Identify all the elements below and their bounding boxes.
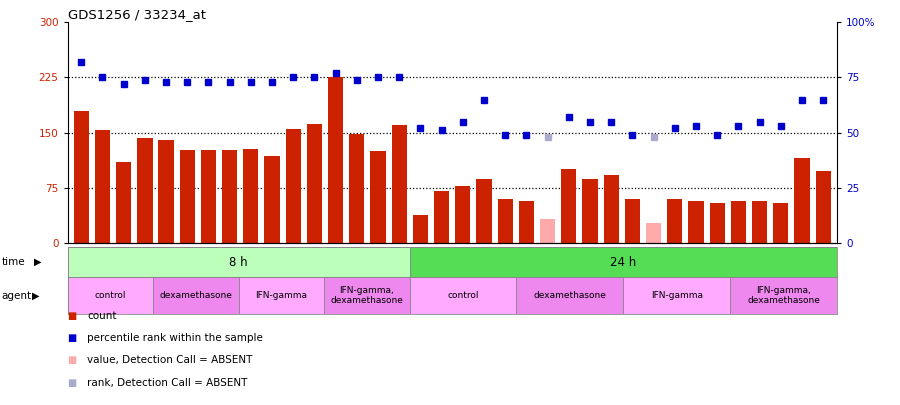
Bar [158,140,174,243]
Text: ■: ■ [68,378,76,388]
Text: percentile rank within the sample: percentile rank within the sample [87,333,263,343]
Bar [752,201,768,243]
Text: count: count [87,311,117,321]
Text: ■: ■ [68,333,76,343]
Text: dexamethasone: dexamethasone [534,291,607,300]
Bar [265,156,280,243]
Text: ■: ■ [68,356,76,365]
Text: 8 h: 8 h [230,256,248,269]
Bar [646,223,662,243]
Text: time: time [2,257,25,267]
Bar [518,201,534,243]
Bar [285,129,301,243]
Bar [201,149,216,243]
Bar [371,151,386,243]
Bar [773,202,788,243]
Text: control: control [447,291,479,300]
Text: IFN-gamma,
dexamethasone: IFN-gamma, dexamethasone [330,286,403,305]
Bar [625,199,640,243]
Bar [410,277,517,314]
Bar [238,277,324,314]
Bar [476,179,491,243]
Bar [243,149,258,243]
Bar [116,162,131,243]
Bar [434,192,449,243]
Text: 24 h: 24 h [610,256,636,269]
Bar [795,158,810,243]
Text: ■: ■ [68,311,76,321]
Text: value, Detection Call = ABSENT: value, Detection Call = ABSENT [87,356,253,365]
Bar [94,130,110,243]
Bar [349,134,364,243]
Bar [623,277,730,314]
Bar [324,277,410,314]
Bar [413,215,428,243]
Bar [562,169,577,243]
Bar [328,77,343,243]
Bar [582,179,598,243]
Bar [180,149,195,243]
Bar [74,111,89,243]
Bar [517,277,623,314]
Bar [815,171,831,243]
Bar [68,277,153,314]
Bar [392,125,407,243]
Text: ▶: ▶ [34,257,41,267]
Bar [222,149,238,243]
Bar [667,199,682,243]
Bar [709,202,725,243]
Bar [137,138,152,243]
Text: rank, Detection Call = ABSENT: rank, Detection Call = ABSENT [87,378,248,388]
Text: IFN-gamma: IFN-gamma [256,291,307,300]
Bar [540,219,555,243]
Bar [688,201,704,243]
Bar [410,247,837,277]
Text: agent: agent [2,291,32,301]
Text: control: control [94,291,126,300]
Text: dexamethasone: dexamethasone [159,291,232,300]
Bar [307,124,322,243]
Bar [68,247,410,277]
Text: ▶: ▶ [32,291,40,301]
Bar [153,277,238,314]
Bar [498,199,513,243]
Text: IFN-gamma,
dexamethasone: IFN-gamma, dexamethasone [747,286,820,305]
Bar [604,175,619,243]
Bar [731,201,746,243]
Bar [455,186,471,243]
Text: IFN-gamma: IFN-gamma [651,291,703,300]
Text: GDS1256 / 33234_at: GDS1256 / 33234_at [68,8,205,21]
Bar [730,277,837,314]
